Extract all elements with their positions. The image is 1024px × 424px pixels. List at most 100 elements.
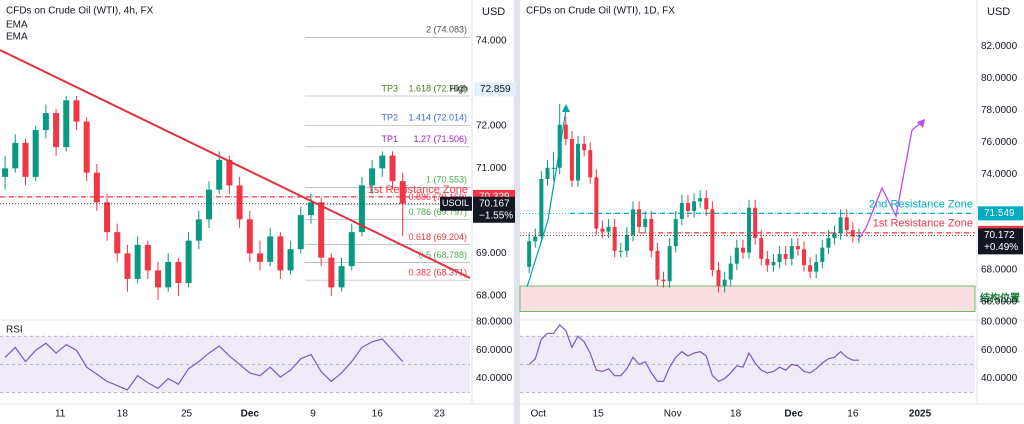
x-tick-label: 23 (434, 409, 446, 420)
candle-body (533, 236, 538, 242)
arrow-head (917, 119, 925, 128)
candle-body (165, 261, 172, 288)
candle-body (630, 209, 635, 235)
chart-title: CFDs on Crude Oil (WTI), 1D, FX (526, 6, 675, 17)
candle-body (297, 215, 304, 250)
candle-body (277, 236, 284, 271)
candle-body (399, 181, 406, 204)
candle-body (527, 241, 532, 267)
candle-body (348, 232, 355, 267)
x-tick-label: Nov (664, 409, 682, 420)
candle-body (753, 207, 758, 239)
fib-label: 1.414 (72.014) (408, 113, 467, 123)
high-box (474, 82, 516, 97)
candle-body (582, 143, 587, 151)
candle-body (185, 240, 192, 284)
symbol-box (440, 196, 472, 211)
candle-body (42, 113, 49, 131)
price-box (473, 196, 515, 223)
rsi-tick-label: 60.0000 (476, 345, 513, 356)
rsi-tick-label: 40.0000 (476, 373, 513, 384)
up-move (526, 109, 567, 288)
candle-body (369, 168, 376, 186)
candle-body (606, 226, 611, 232)
candle-body (850, 230, 855, 237)
candle-body (624, 234, 629, 251)
fib-label: 1 (70.553) (426, 175, 467, 185)
candle-body (144, 244, 151, 271)
candle-body (637, 209, 642, 227)
price-change: +0.49% (984, 242, 1018, 253)
candle-body (771, 262, 776, 266)
candle-body (32, 130, 39, 177)
price-box (978, 206, 1023, 221)
tp-label: TP1 (381, 134, 398, 144)
candle-body (649, 218, 654, 251)
support-zone-label: 结构位置 (980, 291, 1020, 304)
price-value: 71.549 (984, 208, 1015, 219)
candle-body (328, 257, 335, 288)
candle-body (728, 263, 733, 280)
candle-body (594, 177, 599, 229)
candle-body (661, 279, 666, 282)
candle-body (826, 238, 831, 248)
candle-body (673, 218, 678, 247)
candle-body (134, 244, 141, 279)
candle-body (692, 201, 697, 211)
candle-body (551, 167, 556, 169)
candle-body (844, 217, 849, 231)
resistance-label: 1st Resistance Zone (368, 184, 468, 196)
fib-label: 1.27 (71.506) (413, 134, 467, 144)
indicator-name: EMA (6, 32, 28, 43)
price-value: 70.167 (479, 198, 510, 209)
fib-label: 0.382 (68.371) (408, 267, 467, 277)
candle-body (379, 155, 386, 169)
candle-body (716, 270, 721, 287)
candle-body (832, 233, 837, 239)
currency: USD (987, 6, 1010, 18)
candle-body (765, 258, 770, 266)
y-tick-label: 76.0000 (981, 137, 1018, 148)
x-tick-label: 11 (55, 409, 66, 420)
candle-body (747, 207, 752, 253)
rsi-tick-label: 40.0000 (981, 373, 1018, 384)
candle-body (698, 198, 703, 202)
y-tick-label: 66.0000 (981, 297, 1018, 308)
x-tick-label: 16 (847, 409, 859, 420)
candle-body (124, 253, 131, 279)
forecast-path (857, 121, 923, 241)
x-tick-label: 2025 (909, 409, 932, 420)
x-tick-label: Oct (531, 409, 547, 420)
candle-body (777, 254, 782, 263)
candle-body (195, 219, 202, 241)
candle-body (789, 246, 794, 259)
rsi-title: RSI (6, 325, 23, 336)
candle-body (801, 249, 806, 266)
fib-label: 2 (74.083) (426, 25, 467, 35)
zone-label: 2nd Resistance Zone (869, 198, 973, 210)
candle-body (216, 159, 223, 190)
candle-body (63, 100, 70, 148)
y-tick-label: 80.0000 (981, 73, 1018, 84)
candle-body (256, 253, 263, 262)
x-tick-label: Dec (784, 409, 803, 420)
chart-title: CFDs on Crude Oil (WTI), 4h, FX (6, 6, 154, 17)
arrow-head (562, 104, 570, 112)
candle-body (576, 143, 581, 181)
y-tick-label: 74.000 (476, 35, 507, 46)
price-box (978, 228, 1023, 255)
candle-body (206, 189, 213, 220)
candle-body (588, 150, 593, 178)
tp-label: TP2 (381, 113, 398, 123)
indicator-name: EMA (6, 20, 28, 31)
candle-body (236, 185, 243, 220)
x-tick-label: 18 (730, 409, 742, 420)
y-tick-label: 68.0000 (981, 265, 1018, 276)
candle-body (856, 235, 861, 237)
candle-body (685, 202, 690, 211)
rsi-tick-label: 80.0000 (476, 317, 513, 328)
zone-label: 1st Resistance Zone (873, 218, 973, 230)
high-name: High (449, 84, 468, 94)
